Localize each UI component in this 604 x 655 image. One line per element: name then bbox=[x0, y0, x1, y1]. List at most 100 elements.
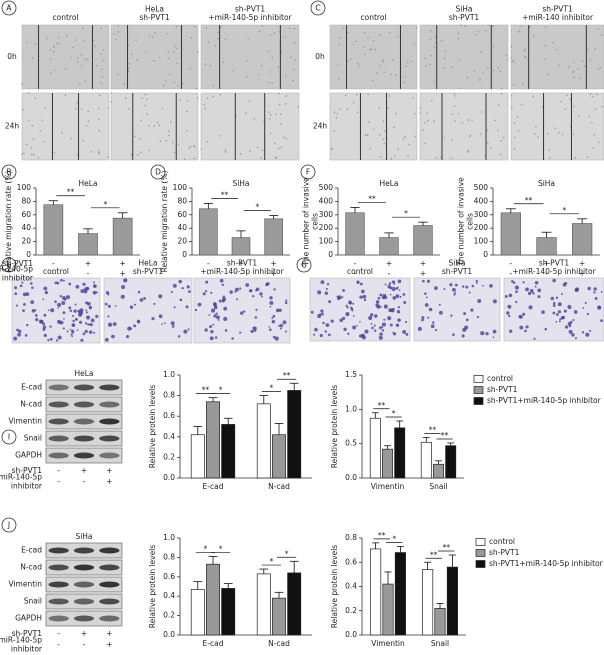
condition-name: sh-PVT1 bbox=[12, 629, 43, 638]
cell-dot bbox=[381, 322, 387, 327]
cell-speck bbox=[583, 65, 586, 67]
cell-dot bbox=[564, 281, 568, 285]
cell-dot bbox=[172, 283, 177, 288]
blot-band bbox=[73, 384, 95, 391]
cell-speck bbox=[572, 70, 575, 73]
condition-sign: + bbox=[271, 269, 277, 278]
blot-protein-label: E-cad bbox=[21, 383, 42, 392]
cell-speck bbox=[183, 158, 186, 161]
bar bbox=[112, 217, 133, 256]
cell-speck bbox=[471, 119, 473, 122]
cell-dot bbox=[42, 298, 45, 301]
cell-dot bbox=[379, 306, 382, 308]
cell-dot bbox=[324, 330, 327, 333]
cell-dot bbox=[421, 318, 424, 322]
cell-speck bbox=[207, 40, 210, 43]
cell-dot bbox=[223, 306, 228, 311]
cell-speck bbox=[367, 93, 370, 96]
cell-dot bbox=[218, 299, 222, 303]
cell-dot bbox=[392, 331, 395, 334]
cell-speck bbox=[101, 75, 104, 78]
image-column-label: sh-PVT1 +miR-140 inhibitor bbox=[522, 4, 594, 22]
cell-speck bbox=[271, 56, 274, 59]
cell-speck bbox=[591, 121, 593, 124]
legend-label: sh-PVT1 bbox=[489, 548, 520, 557]
cell-dot bbox=[453, 293, 456, 296]
cell-speck bbox=[186, 99, 189, 102]
cell-dot bbox=[328, 300, 332, 304]
cell-dot bbox=[320, 309, 324, 313]
y-tick-label: 0.8 bbox=[163, 391, 175, 400]
cell-speck bbox=[376, 72, 378, 74]
cell-dot bbox=[504, 294, 508, 298]
condition-sign: + bbox=[420, 259, 426, 268]
cell-dot bbox=[370, 313, 374, 317]
cell-dot bbox=[322, 321, 325, 325]
condition-sign: + bbox=[238, 259, 244, 268]
cell-speck bbox=[179, 99, 182, 101]
cell-speck bbox=[32, 138, 35, 140]
cell-speck bbox=[168, 134, 170, 137]
cell-speck bbox=[331, 148, 334, 151]
cell-dot bbox=[65, 295, 71, 300]
blot-protein-label: GAPDH bbox=[15, 451, 42, 460]
cell-dot bbox=[529, 289, 534, 293]
cell-dot bbox=[481, 284, 484, 287]
cell-speck bbox=[214, 44, 216, 47]
cell-dot bbox=[163, 322, 166, 325]
cell-speck bbox=[546, 133, 549, 135]
cell-dot bbox=[204, 328, 208, 332]
condition-sign: + bbox=[106, 466, 112, 475]
blot-band bbox=[73, 598, 95, 605]
cell-speck bbox=[457, 37, 460, 40]
legend-label: control bbox=[487, 374, 513, 383]
cell-speck bbox=[268, 118, 271, 120]
condition-sign: + bbox=[386, 259, 392, 268]
cell-speck bbox=[176, 62, 179, 65]
blot-band bbox=[73, 418, 95, 425]
cell-speck bbox=[127, 67, 130, 69]
cell-dot bbox=[600, 290, 603, 293]
cell-speck bbox=[212, 84, 215, 87]
cell-dot bbox=[271, 320, 276, 324]
cell-speck bbox=[148, 124, 150, 127]
cell-speck bbox=[581, 60, 584, 62]
cell-dot bbox=[392, 307, 395, 310]
cell-speck bbox=[144, 50, 147, 53]
cell-speck bbox=[593, 133, 595, 136]
cell-dot bbox=[62, 311, 66, 315]
cell-speck bbox=[390, 73, 392, 76]
cell-speck bbox=[492, 45, 495, 48]
blot-protein-label: Vimentin bbox=[8, 417, 42, 426]
cell-dot bbox=[573, 310, 578, 314]
cell-dot bbox=[432, 321, 435, 324]
cell-speck bbox=[206, 97, 209, 100]
cell-dot bbox=[186, 285, 190, 289]
cell-speck bbox=[379, 155, 382, 158]
y-tick-label: 0.6 bbox=[345, 557, 357, 566]
cell-dot bbox=[78, 320, 83, 324]
blot-band bbox=[73, 452, 95, 459]
cell-speck bbox=[246, 75, 248, 78]
cell-dot bbox=[318, 313, 322, 316]
cell-dot bbox=[89, 323, 93, 327]
cell-speck bbox=[524, 50, 526, 52]
cell-speck bbox=[560, 100, 562, 103]
cell-dot bbox=[426, 279, 431, 283]
cell-dot bbox=[82, 282, 86, 286]
y-tick-label: 20 bbox=[21, 237, 31, 246]
wound-image bbox=[200, 24, 300, 90]
cell-speck bbox=[136, 58, 138, 61]
blot-protein-label: N-cad bbox=[20, 563, 42, 572]
cell-speck bbox=[573, 61, 576, 63]
cell-dot bbox=[477, 299, 482, 303]
cell-dot bbox=[568, 329, 573, 334]
cell-speck bbox=[100, 53, 102, 56]
cell-dot bbox=[254, 316, 258, 319]
cell-dot bbox=[44, 291, 48, 295]
cell-speck bbox=[102, 49, 105, 52]
cell-dot bbox=[434, 329, 437, 332]
condition-sign: + bbox=[106, 477, 112, 486]
cell-dot bbox=[266, 282, 270, 286]
cell-dot bbox=[395, 294, 400, 299]
